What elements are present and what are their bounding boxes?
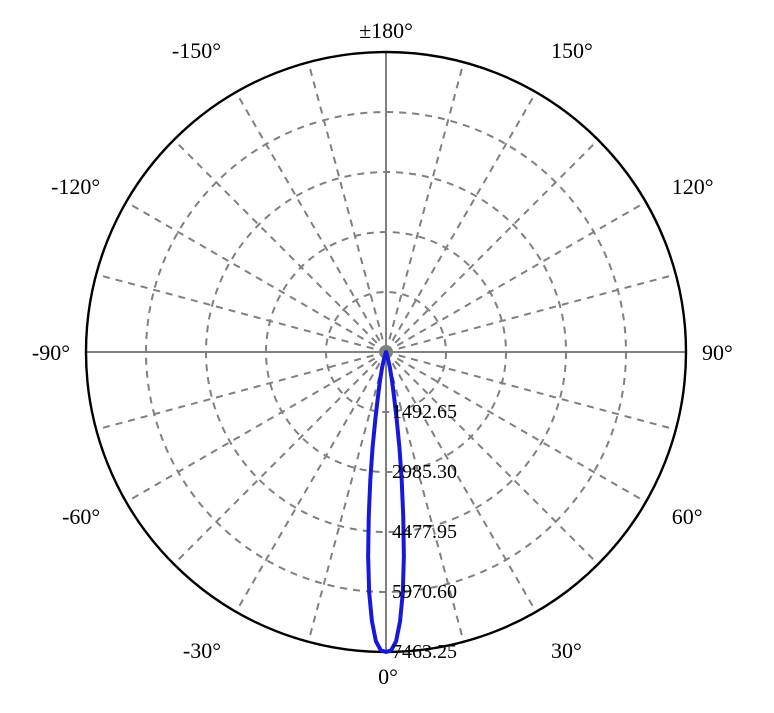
grid-spoke — [386, 92, 536, 352]
grid-spoke — [126, 352, 386, 502]
grid-spoke — [96, 352, 386, 430]
angle-label: 60° — [672, 504, 703, 529]
angle-label: -90° — [32, 340, 70, 365]
grid-spoke — [386, 62, 464, 352]
grid-spoke — [386, 274, 676, 352]
angle-label: -60° — [62, 504, 100, 529]
radial-label: 2985.30 — [392, 461, 457, 483]
radial-label: 1492.65 — [392, 401, 457, 423]
radial-label: 7463.25 — [392, 641, 457, 663]
radial-label: 4477.95 — [392, 521, 457, 543]
angle-label: ±180° — [359, 18, 413, 43]
angle-label: 0° — [378, 664, 398, 689]
grid-spoke — [308, 352, 386, 642]
angle-label: 90° — [702, 340, 733, 365]
radial-label: 5970.60 — [392, 581, 457, 603]
grid-spoke — [174, 140, 386, 352]
angle-label: -120° — [51, 174, 100, 199]
angle-label: 150° — [551, 38, 593, 63]
angle-label: 120° — [672, 174, 714, 199]
grid-spoke — [236, 352, 386, 612]
grid-spoke — [386, 202, 646, 352]
grid-spoke — [126, 202, 386, 352]
angle-label: -150° — [172, 38, 221, 63]
polar-chart: -150° -120° -90° -60° -30° 0° 30° 60° 90° 120° 150… — [0, 0, 774, 713]
grid-spoke — [174, 352, 386, 564]
grid-spoke — [236, 92, 386, 352]
grid-spoke — [386, 140, 598, 352]
grid-spoke — [96, 274, 386, 352]
angle-label: -30° — [183, 638, 221, 663]
angle-label: 30° — [551, 638, 582, 663]
grid-spoke — [308, 62, 386, 352]
polar-svg: -150° -120° -90° -60° -30° 0° 30° 60° 90° 120° 150… — [0, 0, 774, 713]
